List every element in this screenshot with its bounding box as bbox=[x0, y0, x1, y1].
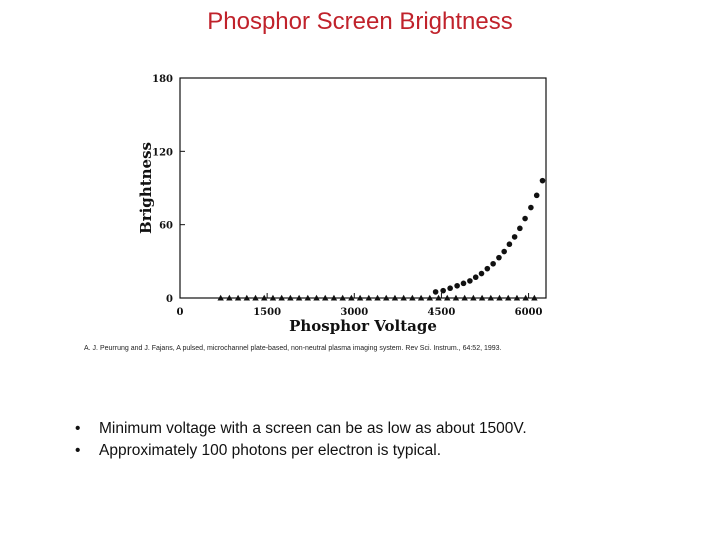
circle-point bbox=[539, 177, 546, 184]
triangle-point bbox=[470, 294, 477, 301]
triangle-point bbox=[226, 294, 233, 301]
bullet-item: • Approximately 100 photons per electron… bbox=[72, 440, 527, 462]
brightness-chart: 0 60 120 180 0 1500 3000 4500 6000 Phosphor Vol… bbox=[137, 74, 547, 335]
circle-point bbox=[478, 270, 485, 277]
triangle-point bbox=[252, 294, 259, 301]
bullet-list: • Minimum voltage with a screen can be a… bbox=[72, 418, 527, 462]
triangle-point bbox=[339, 294, 346, 301]
plot-frame bbox=[179, 77, 547, 299]
triangle-point bbox=[400, 294, 407, 301]
triangle-point bbox=[348, 294, 355, 301]
triangle-point bbox=[417, 294, 425, 301]
circle-point bbox=[496, 254, 502, 261]
triangle-point bbox=[278, 294, 285, 301]
triangle-point bbox=[522, 294, 529, 301]
triangle-point bbox=[487, 294, 495, 301]
x-tick-label: 6000 bbox=[515, 307, 543, 318]
circle-point bbox=[454, 282, 460, 289]
x-axis: 0 1500 3000 4500 6000 bbox=[177, 293, 543, 318]
triangle-point bbox=[287, 294, 294, 301]
y-axis: 0 60 120 180 bbox=[152, 74, 185, 305]
bullet-glyph: • bbox=[75, 420, 81, 437]
circle-point bbox=[506, 241, 513, 248]
triangle-point bbox=[391, 294, 399, 301]
triangle-point bbox=[365, 294, 373, 301]
circle-point bbox=[467, 278, 473, 284]
triangle-point bbox=[426, 294, 434, 301]
triangle-point bbox=[374, 294, 381, 301]
circle-point bbox=[501, 248, 507, 255]
triangle-point bbox=[513, 294, 521, 301]
circle-point bbox=[432, 289, 439, 295]
triangle-point bbox=[409, 294, 416, 301]
circle-point bbox=[528, 204, 534, 211]
circle-point bbox=[517, 225, 523, 232]
x-tick-label: 3000 bbox=[340, 307, 368, 318]
triangle-point bbox=[452, 294, 460, 301]
bullet-item: • Minimum voltage with a screen can be a… bbox=[72, 418, 527, 440]
triangle-point bbox=[304, 294, 312, 301]
circle-point bbox=[511, 234, 518, 240]
triangle-point bbox=[444, 294, 451, 301]
triangle-point bbox=[478, 294, 486, 301]
data-markers bbox=[217, 177, 546, 301]
triangle-point bbox=[496, 294, 503, 301]
triangle-point bbox=[234, 294, 242, 301]
circle-point bbox=[472, 274, 479, 281]
y-tick-label: 60 bbox=[159, 221, 173, 232]
y-tick-label: 120 bbox=[152, 147, 173, 158]
circle-point bbox=[490, 260, 496, 267]
triangle-point bbox=[295, 294, 303, 301]
circle-point bbox=[533, 192, 540, 199]
triangle-point bbox=[531, 294, 538, 301]
circle-point bbox=[522, 215, 528, 222]
triangle-point bbox=[461, 294, 468, 301]
y-tick-label: 0 bbox=[166, 294, 173, 305]
x-axis-label: Phosphor Voltage bbox=[289, 317, 437, 335]
circle-point bbox=[460, 280, 467, 287]
triangle-point bbox=[261, 294, 268, 301]
triangle-point bbox=[217, 294, 224, 301]
triangle-point bbox=[330, 294, 338, 301]
triangle-point bbox=[322, 294, 329, 301]
triangle-point bbox=[435, 294, 442, 301]
bullet-glyph: • bbox=[75, 442, 81, 459]
slide-title: Phosphor Screen Brightness bbox=[207, 8, 513, 35]
bullet-text: Approximately 100 photons per electron i… bbox=[99, 442, 442, 459]
bullet-text: Minimum voltage with a screen can be as … bbox=[99, 420, 527, 437]
citation: A. J. Peurrung and J. Fajans, A pulsed, … bbox=[84, 345, 502, 352]
circle-point bbox=[440, 287, 446, 294]
triangle-point bbox=[313, 294, 320, 301]
circle-point bbox=[484, 265, 491, 272]
x-tick-label: 0 bbox=[177, 307, 184, 318]
triangle-point bbox=[356, 294, 364, 301]
x-tick-label: 4500 bbox=[428, 307, 456, 318]
triangle-point bbox=[505, 294, 512, 301]
triangle-point bbox=[383, 294, 390, 301]
x-tick-label: 1500 bbox=[253, 307, 281, 318]
circle-point bbox=[447, 285, 453, 292]
triangle-point bbox=[243, 294, 251, 301]
y-axis-label: Brightness bbox=[137, 142, 155, 234]
triangle-point bbox=[269, 294, 277, 301]
y-tick-label: 180 bbox=[152, 74, 173, 85]
